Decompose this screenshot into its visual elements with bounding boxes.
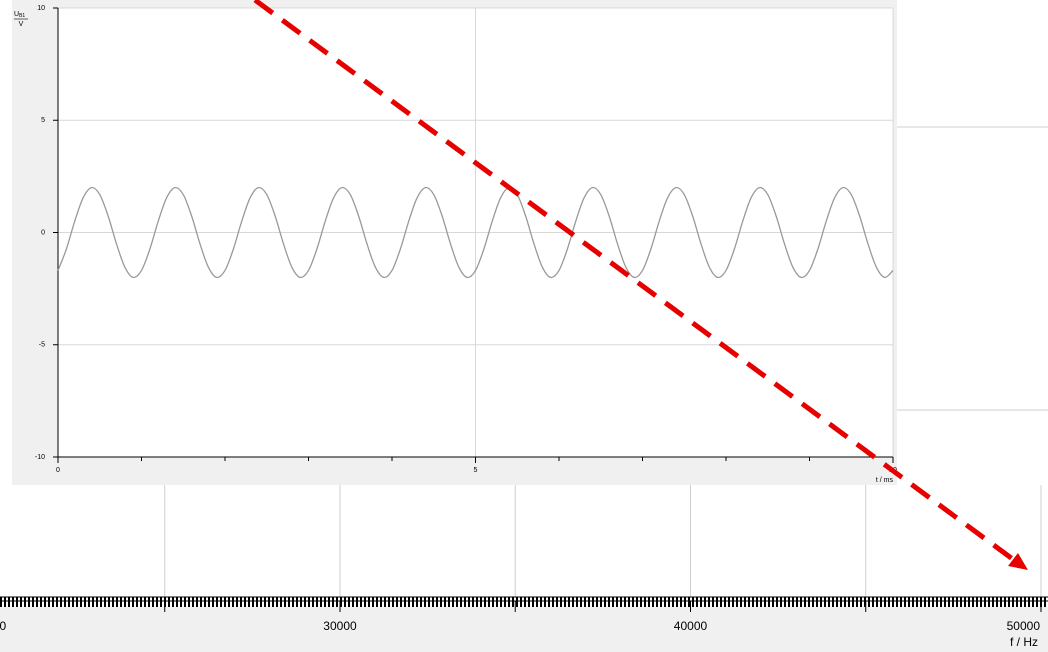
y-tick-label: 10 bbox=[37, 5, 45, 12]
axis-panel bbox=[0, 607, 1048, 652]
y-axis-symbol: UB1 bbox=[14, 11, 25, 19]
x-tick-label: 30000 bbox=[323, 619, 357, 633]
x-tick-label: 20000 bbox=[0, 619, 6, 633]
x-tick-label: 0 bbox=[56, 467, 60, 474]
y-subscript: B1 bbox=[19, 13, 25, 19]
y-tick-label: 0 bbox=[41, 229, 45, 236]
x-axis-label: t / ms bbox=[876, 477, 894, 484]
y-tick-label: -10 bbox=[35, 454, 45, 461]
x-tick-label: 5 bbox=[474, 467, 478, 474]
x-tick-label: 40000 bbox=[674, 619, 708, 633]
y-tick-label: -5 bbox=[39, 342, 45, 349]
axis-ruler bbox=[0, 597, 1048, 607]
arrow-head bbox=[1008, 553, 1028, 570]
x-tick-label: 50000 bbox=[1007, 619, 1041, 633]
y-symbol: U bbox=[14, 11, 19, 18]
frequency-plot: f / Hz 20000 30000 40000 50000 bbox=[0, 126, 1048, 652]
y-tick-label: 5 bbox=[41, 117, 45, 124]
annotation-arrow bbox=[253, 0, 1020, 566]
signal-line bbox=[57, 186, 894, 279]
x-axis-label: f / Hz bbox=[1010, 635, 1038, 649]
y-axis-unit: V bbox=[19, 21, 24, 28]
